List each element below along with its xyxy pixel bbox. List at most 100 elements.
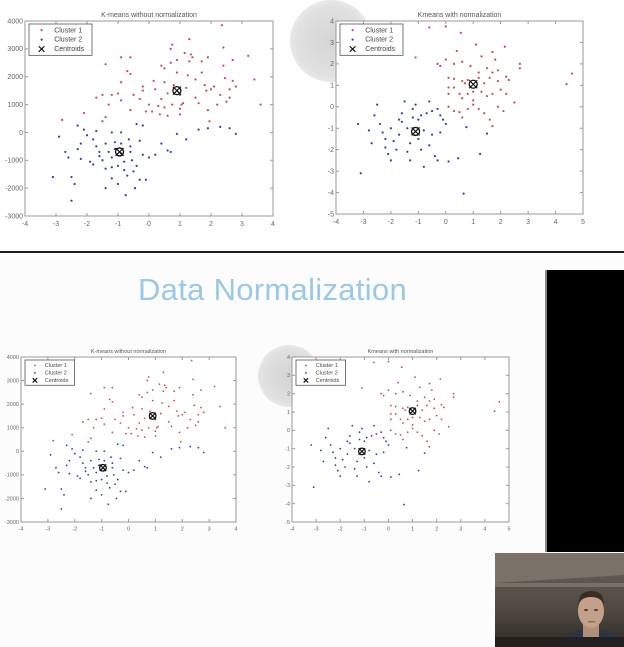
svg-text:0: 0	[444, 219, 448, 226]
chart-title: K-means without normalization	[91, 349, 166, 355]
svg-text:-1: -1	[285, 447, 290, 453]
chart-without-normalization-top: K-means without normalization -4 -3 -2 -1 0 1 2…	[0, 0, 310, 240]
svg-text:0: 0	[147, 221, 151, 228]
svg-text:2: 2	[181, 527, 184, 533]
svg-text:-4: -4	[22, 221, 28, 228]
svg-text:-5: -5	[328, 211, 334, 218]
presenter-video	[495, 553, 624, 647]
slide-title: Data Normalization	[137, 272, 407, 307]
svg-text:-2000: -2000	[5, 496, 19, 502]
svg-text:4: 4	[483, 527, 486, 533]
chart-with-normalization-top: Kmeans with normalization -4 -3 -2 -1 0 1 2 3 4 5 -…	[300, 0, 624, 240]
svg-text:-2: -2	[338, 527, 343, 533]
top-slide-frame: K-means without normalization -4 -3 -2 -1 0 1 2…	[0, 0, 624, 250]
svg-text:-3000: -3000	[5, 520, 19, 526]
svg-text:0: 0	[387, 527, 390, 533]
svg-text:Cluster 1: Cluster 1	[54, 27, 82, 34]
svg-text:Cluster 1: Cluster 1	[316, 363, 338, 369]
frame-divider	[0, 251, 624, 253]
svg-text:4: 4	[287, 355, 290, 361]
svg-text:-3000: -3000	[5, 213, 23, 220]
svg-text:3: 3	[526, 219, 530, 226]
svg-text:0: 0	[330, 104, 334, 111]
svg-text:-3: -3	[328, 168, 334, 175]
svg-text:-4: -4	[19, 527, 24, 533]
svg-text:1000: 1000	[7, 426, 19, 432]
svg-text:4: 4	[554, 219, 558, 226]
chart-legend: Cluster 1 Cluster 2 Centroids	[28, 23, 93, 56]
svg-text:1: 1	[330, 83, 334, 90]
svg-text:Cluster 2: Cluster 2	[54, 37, 82, 44]
svg-text:2: 2	[499, 219, 503, 226]
svg-text:2000: 2000	[7, 402, 19, 408]
svg-text:3000: 3000	[7, 46, 23, 53]
chart-title: Kmeans with normalization	[368, 349, 434, 355]
svg-text:-1: -1	[362, 527, 367, 533]
svg-text:Cluster 2: Cluster 2	[45, 371, 67, 377]
svg-text:0: 0	[127, 527, 130, 533]
svg-text:0: 0	[19, 130, 23, 137]
svg-text:-1: -1	[328, 126, 334, 133]
svg-text:-3: -3	[53, 221, 59, 228]
svg-text:Cluster 2: Cluster 2	[316, 371, 338, 377]
chart-title: Kmeans with normalization	[418, 12, 502, 19]
chart-title: K-means without normalization	[101, 12, 197, 19]
svg-text:-3: -3	[285, 483, 290, 489]
svg-text:-4: -4	[285, 502, 290, 508]
scatter-plot: K-means without normalization -4 -3 -2 -1 0 1 2…	[5, 12, 275, 228]
svg-text:-4: -4	[333, 219, 339, 226]
svg-text:5: 5	[507, 527, 510, 533]
chart-with-normalization-bottom: Kmeans with normalization -4 -3 -2 -1 0 1 2 3 4 5 -…	[260, 340, 550, 540]
svg-text:5: 5	[581, 219, 585, 226]
svg-text:1: 1	[178, 221, 182, 228]
webcam-overlay	[495, 553, 624, 647]
svg-text:-1: -1	[115, 221, 121, 228]
svg-text:4: 4	[234, 527, 237, 533]
svg-text:-1: -1	[99, 527, 104, 533]
svg-text:-2000: -2000	[5, 185, 23, 192]
svg-text:-5: -5	[285, 520, 290, 526]
svg-text:-3: -3	[314, 527, 319, 533]
svg-text:-3: -3	[360, 219, 366, 226]
svg-text:1: 1	[287, 410, 290, 416]
svg-text:0: 0	[287, 428, 290, 434]
chart-legend: Cluster 1 Cluster 2 Centroids	[339, 23, 404, 56]
svg-text:1: 1	[154, 527, 157, 533]
scatter-plot: Kmeans with normalization -4 -3 -2 -1 0 1 2 3 4 5 -…	[328, 12, 585, 226]
svg-text:-3: -3	[45, 527, 50, 533]
svg-text:Centroids: Centroids	[365, 46, 395, 53]
svg-text:Centroids: Centroids	[54, 46, 84, 53]
svg-text:2: 2	[209, 221, 213, 228]
svg-text:2: 2	[435, 527, 438, 533]
svg-text:1: 1	[411, 527, 414, 533]
svg-text:Centroids: Centroids	[45, 378, 69, 384]
svg-text:3: 3	[459, 527, 462, 533]
svg-text:-2: -2	[285, 465, 290, 471]
svg-text:3000: 3000	[7, 378, 19, 384]
svg-text:Cluster 1: Cluster 1	[45, 363, 67, 369]
svg-text:2000: 2000	[7, 74, 23, 81]
black-panel	[545, 270, 624, 552]
svg-text:-2: -2	[388, 219, 394, 226]
svg-text:-1000: -1000	[5, 473, 19, 479]
svg-text:3: 3	[330, 40, 334, 47]
svg-text:-2: -2	[84, 221, 90, 228]
svg-text:-1: -1	[415, 219, 421, 226]
svg-text:Cluster 2: Cluster 2	[365, 37, 393, 44]
svg-text:-2: -2	[328, 147, 334, 154]
svg-text:1000: 1000	[7, 102, 23, 109]
svg-text:-2: -2	[72, 527, 77, 533]
chart-without-normalization-bottom: K-means without normalization -4 -3 -2 -1 0 1 2…	[0, 340, 260, 540]
svg-text:2: 2	[287, 392, 290, 398]
svg-text:4000: 4000	[7, 355, 19, 361]
svg-text:0: 0	[16, 449, 19, 455]
svg-text:4000: 4000	[7, 18, 23, 25]
svg-text:Centroids: Centroids	[316, 378, 340, 384]
svg-text:1: 1	[471, 219, 475, 226]
svg-text:-4: -4	[290, 527, 295, 533]
scatter-plot: Kmeans with normalization -4 -3 -2 -1 0 1 2 3 4 5 -…	[285, 349, 510, 533]
svg-text:-1000: -1000	[5, 158, 23, 165]
svg-text:Cluster 1: Cluster 1	[365, 27, 393, 34]
